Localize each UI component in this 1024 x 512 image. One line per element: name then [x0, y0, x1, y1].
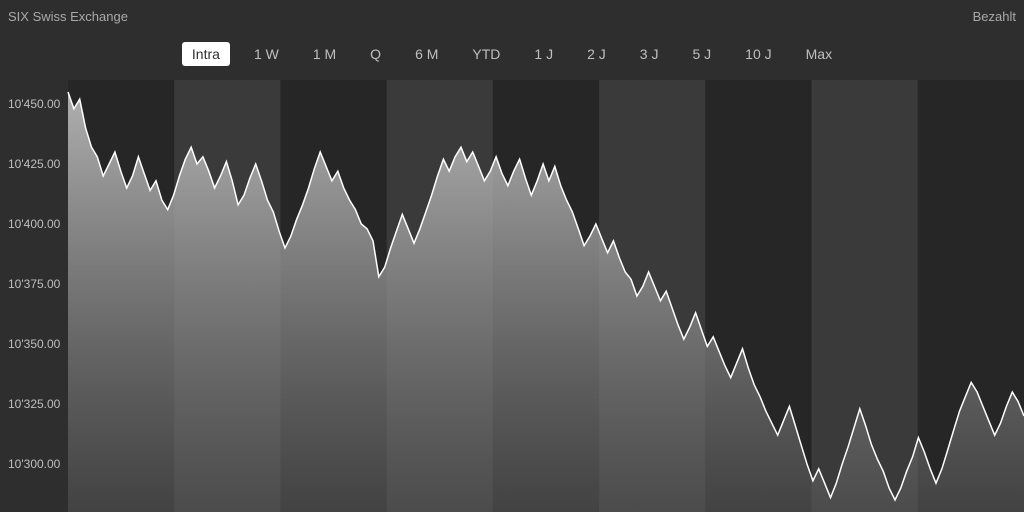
range-selector: Intra 1 W 1 M Q 6 M YTD 1 J 2 J 3 J 5 J 10 J Max	[0, 42, 1024, 66]
range-intra[interactable]: Intra	[182, 42, 230, 66]
y-tick-label: 10'400.00	[8, 217, 60, 231]
range-10j[interactable]: 10 J	[735, 42, 781, 66]
range-ytd[interactable]: YTD	[462, 42, 510, 66]
y-tick-label: 10'425.00	[8, 157, 60, 171]
bezahlt-label: Bezahlt	[973, 9, 1016, 24]
y-tick-label: 10'350.00	[8, 337, 60, 351]
range-3j[interactable]: 3 J	[630, 42, 669, 66]
range-q[interactable]: Q	[360, 42, 391, 66]
price-chart-svg	[0, 80, 1024, 512]
header: SIX Swiss Exchange Bezahlt	[0, 0, 1024, 32]
range-6m[interactable]: 6 M	[405, 42, 448, 66]
y-tick-label: 10'300.00	[8, 457, 60, 471]
y-tick-label: 10'450.00	[8, 97, 60, 111]
chart-root: SIX Swiss Exchange Bezahlt Intra 1 W 1 M Q6…	[0, 0, 1024, 512]
range-1m[interactable]: 1 M	[303, 42, 346, 66]
y-tick-label: 10'375.00	[8, 277, 60, 291]
range-2j[interactable]: 2 J	[577, 42, 616, 66]
exchange-label: SIX Swiss Exchange	[8, 9, 128, 24]
chart-area: 10'300.00 10'325.00 10'350.00 10'375.00 10'4…	[0, 80, 1024, 512]
y-tick-label: 10'325.00	[8, 397, 60, 411]
range-1j[interactable]: 1 J	[524, 42, 563, 66]
range-max[interactable]: Max	[796, 42, 842, 66]
range-5j[interactable]: 5 J	[682, 42, 721, 66]
range-1w[interactable]: 1 W	[244, 42, 289, 66]
